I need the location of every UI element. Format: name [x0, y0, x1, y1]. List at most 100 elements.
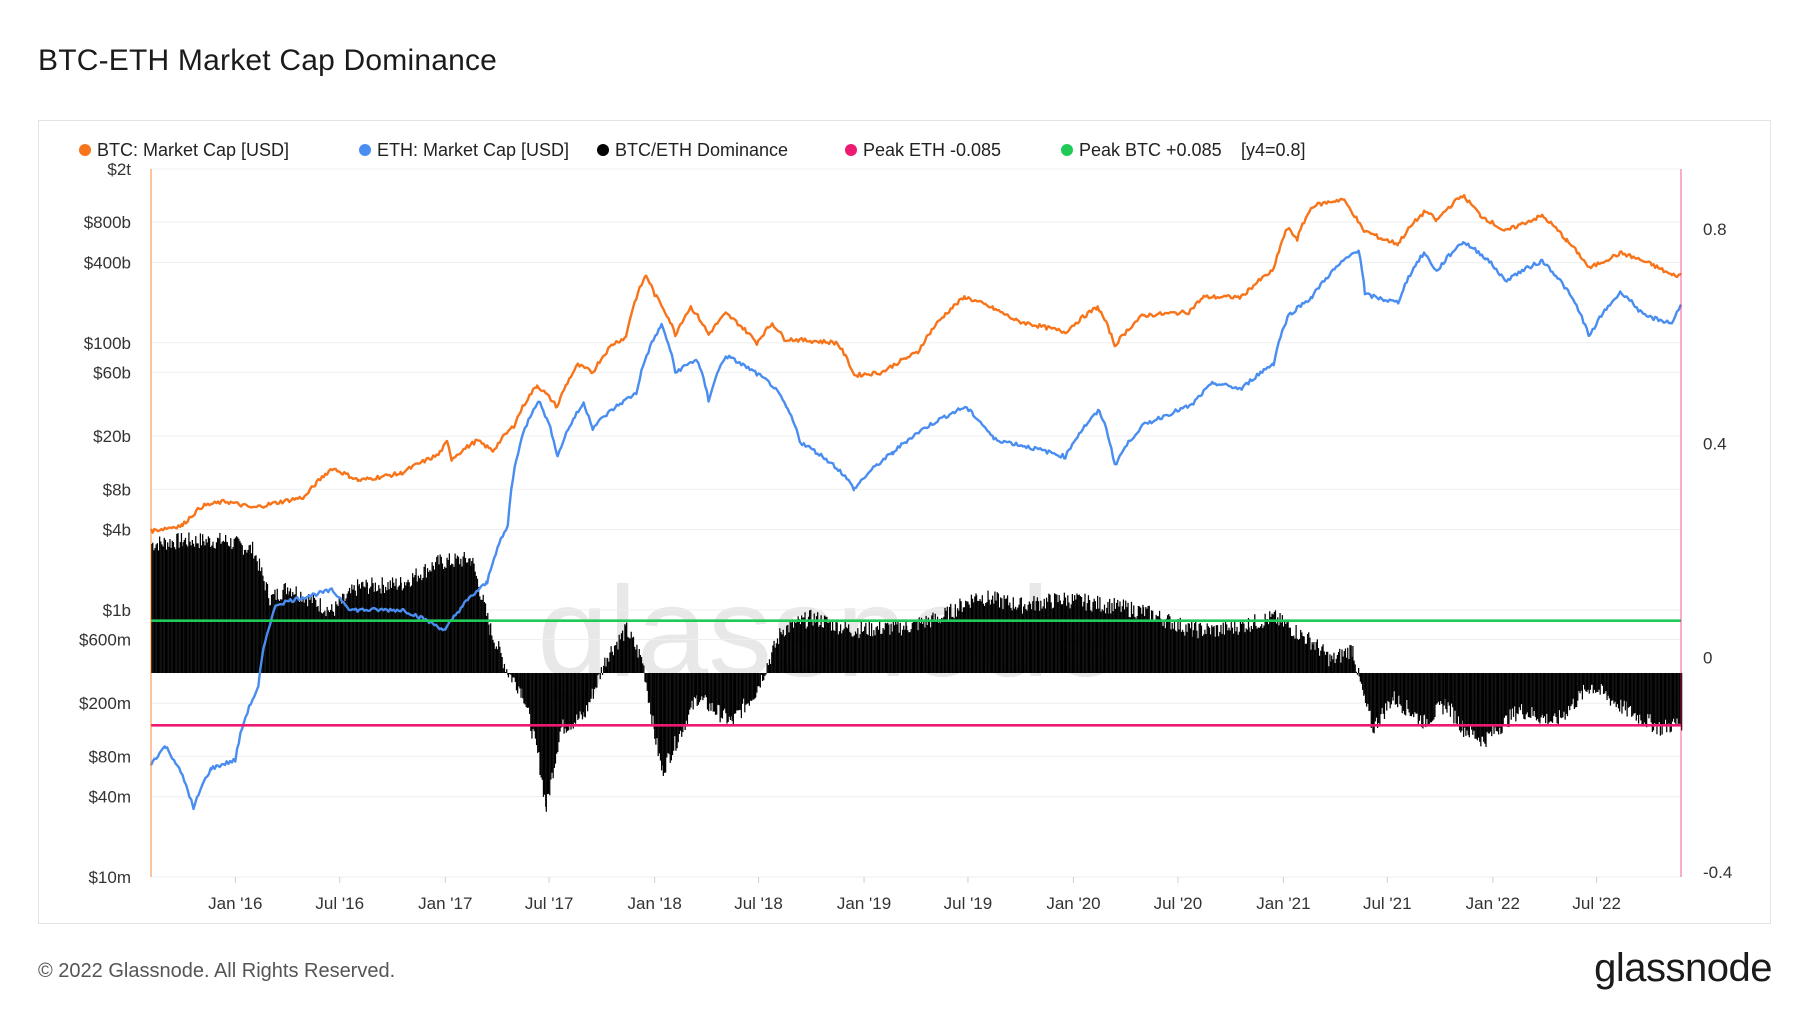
dominance-column [926, 625, 928, 673]
dominance-column [240, 543, 242, 673]
dominance-column [1532, 673, 1534, 716]
dominance-column [1586, 673, 1588, 692]
dominance-column [915, 620, 917, 673]
dominance-column [1094, 601, 1096, 673]
dominance-column [506, 669, 508, 673]
dominance-column [554, 673, 557, 764]
dominance-column [1578, 673, 1580, 691]
dominance-column [400, 582, 402, 673]
dominance-column [269, 605, 271, 673]
dominance-column [722, 673, 725, 711]
dominance-column [927, 617, 930, 673]
dominance-column [774, 647, 776, 673]
dominance-column [936, 616, 939, 673]
legend-item[interactable]: ETH: Market Cap [USD] [359, 140, 569, 160]
dominance-column [696, 673, 698, 706]
dominance-column [309, 599, 311, 673]
dominance-column [876, 626, 878, 673]
dominance-column [866, 633, 868, 673]
dominance-column [1140, 607, 1142, 673]
dominance-column [328, 612, 331, 673]
dominance-column [237, 537, 239, 673]
dominance-column [1376, 673, 1379, 729]
dominance-column [386, 590, 388, 673]
dominance-column [390, 587, 393, 673]
dominance-column [1253, 622, 1255, 673]
dominance-column [1681, 673, 1683, 731]
dominance-column [173, 547, 176, 673]
dominance-column [436, 556, 438, 673]
dominance-column [282, 589, 284, 673]
dominance-column [749, 673, 752, 701]
dominance-column [907, 630, 909, 673]
dominance-column [905, 625, 908, 673]
dominance-column [1488, 673, 1491, 734]
dominance-column [693, 673, 695, 698]
dominance-column [462, 556, 464, 673]
dominance-column [970, 594, 973, 673]
dominance-column [480, 599, 482, 673]
dominance-column [775, 643, 777, 673]
dominance-column [802, 617, 804, 673]
dominance-column [1401, 673, 1403, 714]
legend-item[interactable]: Peak ETH -0.085 [845, 140, 1001, 160]
dominance-column [1480, 673, 1482, 747]
dominance-column [630, 631, 632, 673]
dominance-column [1400, 673, 1402, 706]
dominance-column [922, 624, 924, 673]
dominance-column [569, 673, 571, 727]
dominance-column [669, 673, 671, 763]
dominance-column [763, 673, 765, 681]
legend-item[interactable]: Peak BTC +0.085 [1061, 140, 1222, 160]
dominance-column [1557, 673, 1559, 726]
dominance-column [434, 562, 437, 673]
dominance-column [647, 673, 650, 703]
dominance-column [1221, 633, 1223, 673]
dominance-column [323, 612, 325, 673]
dominance-column [524, 673, 526, 705]
dominance-column [1292, 636, 1294, 673]
dominance-column [1103, 604, 1106, 673]
dominance-column [184, 537, 187, 673]
dominance-column [939, 619, 941, 673]
dominance-column [1191, 636, 1193, 673]
dominance-column [1120, 611, 1122, 673]
dominance-column [1091, 611, 1093, 673]
dominance-column [336, 604, 338, 673]
dominance-column [287, 594, 289, 673]
dominance-column [310, 595, 312, 673]
dominance-column [1112, 611, 1114, 673]
legend-item[interactable]: [y4=0.8] [1241, 140, 1306, 160]
y-left-tick-label: $1b [103, 601, 131, 620]
legend-item[interactable]: BTC: Market Cap [USD] [79, 140, 289, 160]
dominance-column [595, 673, 597, 688]
dominance-column [659, 673, 662, 761]
dominance-column [898, 632, 900, 673]
dominance-column [686, 673, 689, 727]
dominance-column [961, 611, 963, 673]
dominance-column [1105, 613, 1107, 673]
dominance-column [487, 612, 489, 673]
dominance-column [790, 622, 792, 673]
dominance-column [1083, 601, 1085, 673]
dominance-column [1034, 610, 1036, 673]
dominance-column [560, 673, 562, 728]
dominance-column [748, 673, 751, 706]
dominance-column [605, 666, 607, 673]
dominance-column [829, 620, 831, 673]
glassnode-logo[interactable]: glassnode [1594, 946, 1772, 990]
dominance-column [782, 629, 784, 673]
dominance-column [523, 673, 525, 704]
dominance-column [593, 673, 596, 690]
y-left-tick-label: $200m [79, 694, 131, 713]
dominance-column [806, 626, 808, 673]
y-left-tick-label: $600m [79, 631, 131, 650]
dominance-column [1675, 673, 1677, 725]
dominance-column [407, 579, 409, 673]
dominance-column [1033, 595, 1035, 673]
dominance-column [1227, 630, 1229, 673]
dominance-column [493, 642, 495, 673]
dominance-column [704, 673, 706, 696]
dominance-column [1342, 656, 1344, 673]
legend-item[interactable]: BTC/ETH Dominance [597, 140, 788, 160]
